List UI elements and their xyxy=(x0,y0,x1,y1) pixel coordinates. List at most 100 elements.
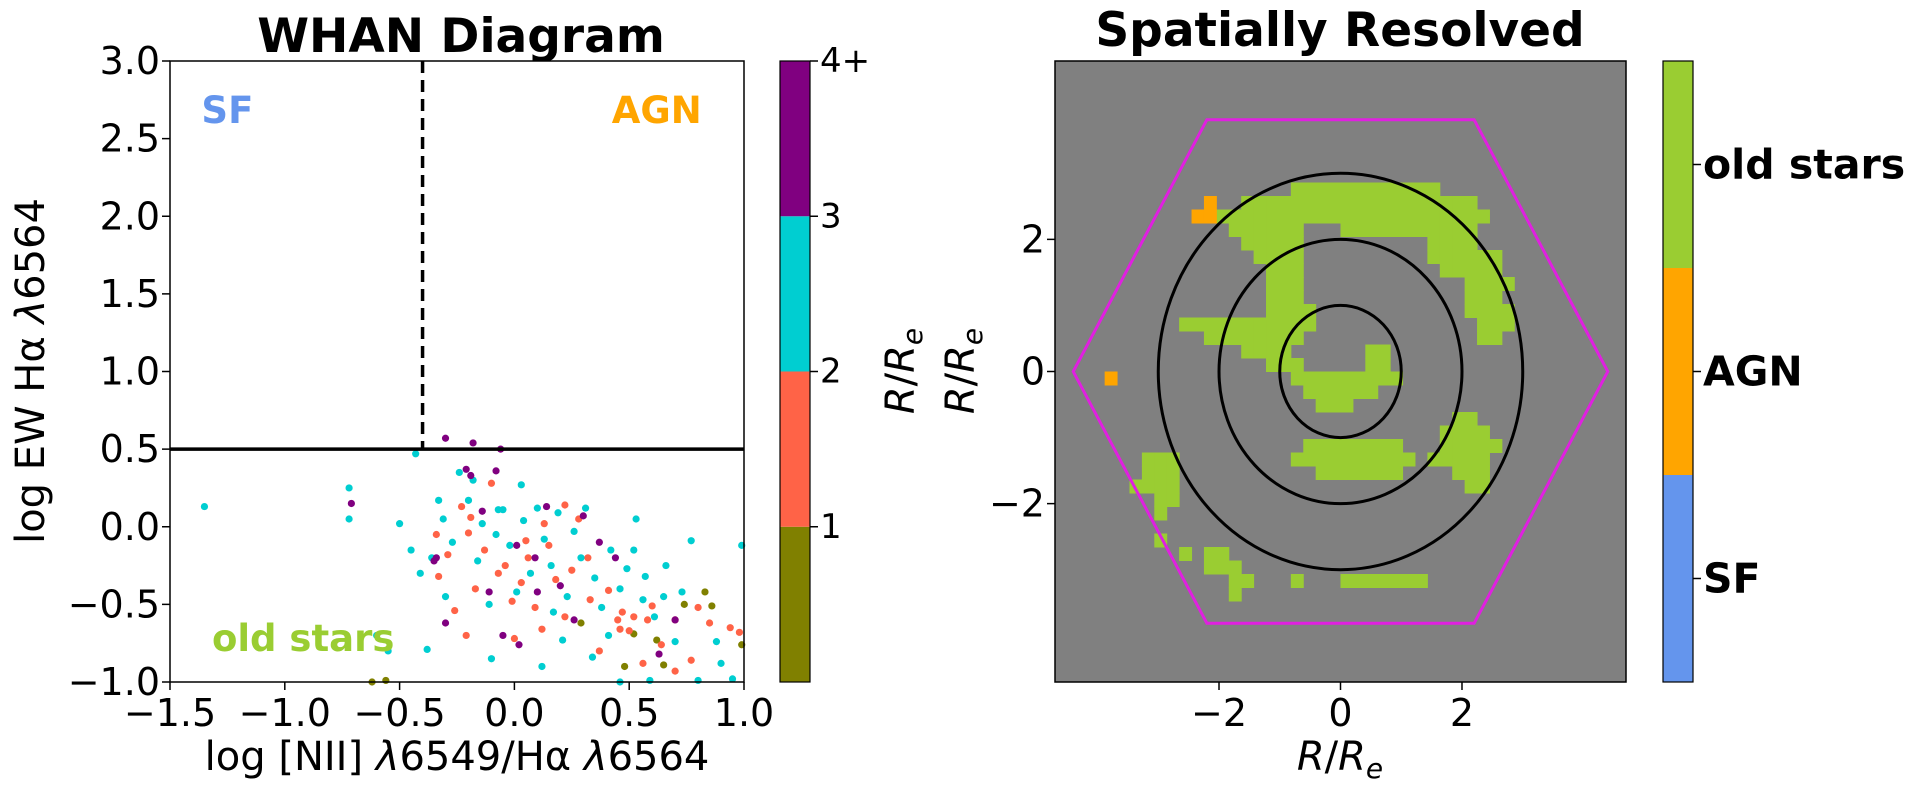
spatial-x-ticks: −2 0 2 xyxy=(1191,682,1474,735)
whan-region-labels: SF AGN old stars xyxy=(201,89,701,660)
old-stars-spaxel xyxy=(1328,385,1341,399)
scatter-point-series-2 xyxy=(671,638,679,646)
y-tick-label: −0.5 xyxy=(68,582,160,626)
old-stars-spaxel xyxy=(1328,196,1341,210)
scatter-point-series-1 xyxy=(451,606,459,615)
old-stars-spaxel xyxy=(1290,209,1304,224)
scatter-point-series-1 xyxy=(487,479,496,487)
old-stars-spaxel xyxy=(1278,196,1292,210)
old-stars-spaxel xyxy=(1477,331,1490,345)
old-stars-spaxel xyxy=(1278,304,1292,318)
whan-plot-area xyxy=(170,61,744,682)
scatter-point-series-2 xyxy=(506,541,514,549)
old-stars-spaxel xyxy=(1452,263,1466,278)
scatter-point-series-2 xyxy=(559,636,567,644)
scatter-point-series-1 xyxy=(726,624,734,632)
old-stars-spaxel xyxy=(1427,236,1441,251)
old-stars-spaxel xyxy=(1228,574,1242,588)
old-stars-spaxel xyxy=(1377,371,1391,386)
old-stars-spaxel xyxy=(1166,466,1180,480)
old-stars-spaxel xyxy=(1477,439,1490,453)
old-stars-spaxel xyxy=(1390,196,1404,210)
spatial-y-label: R/Re xyxy=(938,328,989,414)
scatter-point-series-2 xyxy=(538,662,546,671)
old-stars-spaxel xyxy=(1489,439,1503,453)
old-stars-spaxel xyxy=(1464,466,1478,480)
old-stars-spaxel xyxy=(1377,182,1391,197)
old-stars-spaxel xyxy=(1340,574,1354,588)
scatter-point-series-1 xyxy=(735,628,744,636)
scatter-point-series-3 xyxy=(441,619,450,627)
old-stars-spaxel xyxy=(1340,466,1354,480)
old-stars-spaxel xyxy=(1439,263,1453,278)
old-stars-spaxel xyxy=(1303,182,1317,197)
scatter-point-series-2 xyxy=(396,520,404,528)
old-stars-spaxel xyxy=(1427,223,1441,237)
old-stars-spaxel xyxy=(1365,452,1379,467)
old-stars-spaxel xyxy=(1266,317,1279,332)
colorbar-tick-label: 2 xyxy=(820,352,842,392)
old-stars-spaxel xyxy=(1464,304,1478,318)
scatter-point-series-2 xyxy=(728,675,737,683)
old-stars-spaxel xyxy=(1154,479,1168,494)
whan-x-ticks: −1.5 −1.0 −0.5 0.0 0.5 1.0 xyxy=(124,682,774,735)
scatter-point-series-1 xyxy=(432,530,440,539)
old-stars-spaxel xyxy=(1390,466,1404,480)
scatter-point-series-1 xyxy=(508,597,516,605)
scatter-point-series-2 xyxy=(717,659,725,667)
scatter-point-series-2 xyxy=(554,509,562,517)
old-stars-spaxel xyxy=(1414,223,1428,237)
old-stars-spaxel xyxy=(1266,304,1279,318)
scatter-point-series-2 xyxy=(616,585,624,593)
scatter-point-series-2 xyxy=(570,527,578,536)
scatter-point-series-2 xyxy=(712,638,721,646)
y-tick-label: 0.5 xyxy=(100,427,160,471)
scatter-point-series-2 xyxy=(641,572,649,581)
scatter-point-series-1 xyxy=(657,641,665,649)
scatter-point-series-3 xyxy=(499,631,507,640)
old-stars-spaxel xyxy=(1402,209,1416,224)
scatter-point-series-2 xyxy=(598,603,606,612)
scatter-point-series-1 xyxy=(625,627,633,635)
old-stars-spaxel xyxy=(1464,290,1478,305)
old-stars-spaxel xyxy=(1477,290,1490,305)
scatter-point-series-1 xyxy=(538,625,546,633)
old-stars-spaxel xyxy=(1290,290,1304,305)
old-stars-spaxel xyxy=(1390,452,1404,467)
whan-title: WHAN Diagram xyxy=(257,9,665,64)
old-stars-spaxel xyxy=(1315,385,1329,399)
y-tick-label: 1.5 xyxy=(100,272,160,316)
old-stars-spaxel xyxy=(1452,425,1466,440)
old-stars-spaxel xyxy=(1464,439,1478,453)
old-stars-spaxel xyxy=(1266,236,1279,251)
old-stars-spaxel xyxy=(1439,452,1453,467)
old-stars-spaxel xyxy=(1390,182,1404,197)
y-tick-label: 0 xyxy=(1021,350,1045,394)
scatter-point-series-2 xyxy=(604,631,613,640)
scatter-point-series-1 xyxy=(480,546,489,554)
old-stars-spaxel xyxy=(1266,344,1279,359)
old-stars-spaxel xyxy=(1203,317,1217,332)
scatter-point-series-2 xyxy=(646,676,654,685)
scatter-point-series-3 xyxy=(469,439,477,447)
old-stars-spaxel xyxy=(1390,209,1404,224)
old-stars-spaxel xyxy=(1340,452,1354,467)
scatter-point-series-2 xyxy=(607,546,615,554)
old-stars-spaxel xyxy=(1266,290,1279,305)
old-stars-spaxel xyxy=(1253,196,1267,210)
old-stars-spaxel xyxy=(1278,263,1292,278)
old-stars-spaxel xyxy=(1253,236,1267,251)
old-stars-spaxel xyxy=(1489,317,1503,332)
scatter-point-series-1 xyxy=(540,520,548,528)
old-stars-spaxel xyxy=(1241,236,1255,251)
old-stars-spaxel xyxy=(1464,223,1478,237)
scatter-point-series-3 xyxy=(347,499,355,508)
old-stars-spaxel xyxy=(1315,439,1329,453)
scatter-point-series-0 xyxy=(701,588,709,596)
old-stars-spaxel xyxy=(1352,182,1366,197)
scatter-point-series-3 xyxy=(531,554,539,562)
old-stars-spaxel xyxy=(1377,574,1391,588)
old-stars-spaxel xyxy=(1365,344,1379,359)
old-stars-spaxel xyxy=(1477,277,1490,291)
